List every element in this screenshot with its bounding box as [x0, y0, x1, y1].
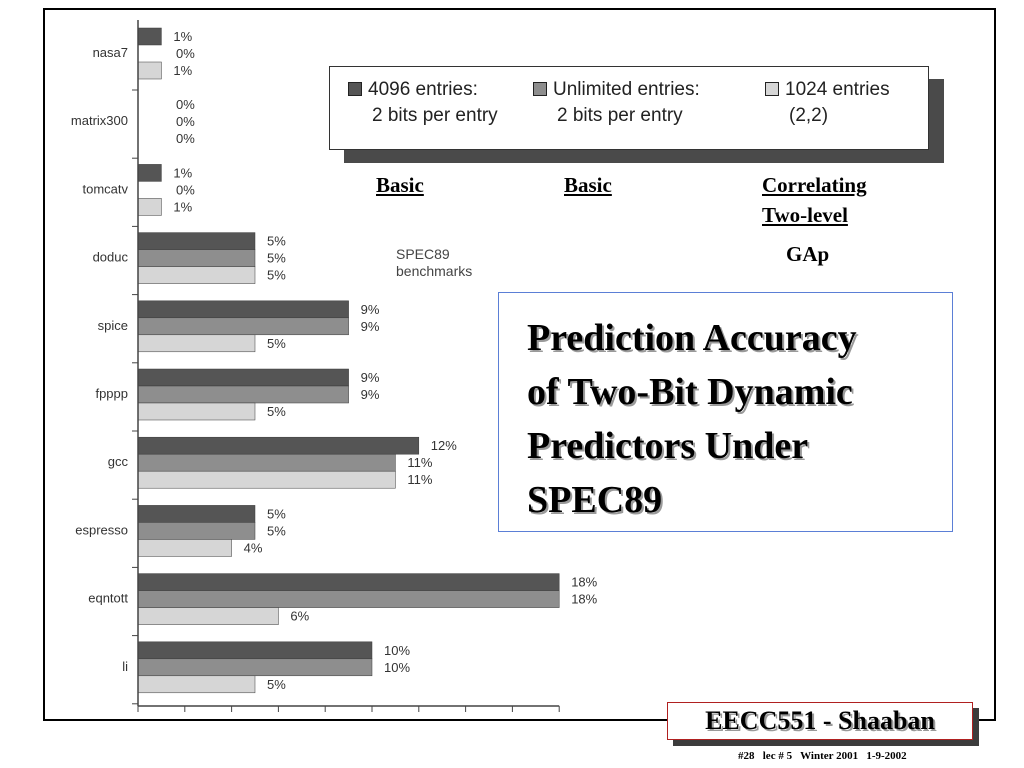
title-line3: Predictors Under [527, 425, 809, 467]
data-label: 5% [267, 523, 286, 538]
title-line4: SPEC89 [527, 479, 663, 521]
legend-swatch-mid [533, 82, 547, 96]
category-label: eqntott [88, 591, 128, 606]
title-box: Prediction Accuracy of Two-Bit Dynamic P… [498, 292, 953, 532]
bar [137, 385, 349, 404]
slide-title: Prediction Accuracy of Two-Bit Dynamic P… [527, 311, 937, 527]
legend-label-line2: 2 bits per entry [557, 105, 683, 126]
tag-two-level: Two-level [762, 203, 848, 227]
bar [137, 164, 162, 182]
bar [137, 334, 256, 353]
data-label: 0% [176, 46, 195, 61]
legend-swatch-dark [348, 82, 362, 96]
data-label: 0% [176, 97, 195, 112]
data-label: 1% [173, 29, 192, 44]
data-label: 0% [176, 114, 195, 129]
data-label: 1% [173, 165, 192, 180]
bar [137, 232, 256, 250]
category-label: li [122, 659, 128, 674]
category-label: tomcatv [82, 181, 128, 196]
bar [137, 539, 232, 557]
bar [137, 436, 420, 455]
bar [137, 61, 162, 80]
category-label: fpppp [95, 386, 128, 401]
bar [137, 658, 373, 677]
tag-basic-2: Basic [564, 173, 612, 197]
bar [137, 266, 256, 284]
bar [137, 317, 349, 336]
data-label: 5% [267, 506, 286, 521]
footer-text: #28 lec # 5 Winter 2001 1-9-2002 [738, 750, 907, 762]
data-label: 12% [431, 438, 457, 453]
data-label: 1% [173, 63, 192, 78]
data-label: 5% [267, 251, 286, 266]
data-label: 5% [267, 234, 286, 249]
bar [137, 522, 256, 540]
category-label: nasa7 [93, 45, 128, 60]
data-label: 10% [384, 660, 410, 675]
data-label: 6% [290, 609, 309, 624]
benchmarks-label-line2: benchmarks [396, 263, 473, 279]
benchmarks-label-line1: SPEC89 [396, 246, 450, 262]
data-label: 0% [176, 182, 195, 197]
tag-correlating: Correlating [762, 173, 867, 197]
legend-swatch-light [765, 82, 779, 96]
title-line2: of Two-Bit Dynamic [527, 371, 853, 413]
data-label: 18% [571, 592, 597, 607]
legend-label-line1: 1024 entries [785, 79, 890, 100]
data-label: 0% [176, 131, 195, 146]
bar [137, 300, 349, 319]
data-label: 9% [361, 387, 380, 402]
data-label: 9% [361, 319, 380, 334]
bar [137, 590, 560, 608]
legend-label-line1: 4096 entries: [368, 79, 478, 100]
bar [137, 505, 256, 523]
data-label: 18% [571, 575, 597, 590]
data-label: 5% [267, 677, 286, 692]
bar [137, 453, 396, 472]
course-label: EECC551 - Shaaban [667, 702, 973, 740]
slide-frame [43, 8, 996, 721]
legend-item-1024: 1024 entries (2,2) [765, 77, 890, 129]
tag-gap: GAp [786, 242, 830, 266]
legend-label-line2: 2 bits per entry [372, 105, 498, 126]
benchmarks-label: SPEC89 benchmarks [396, 246, 472, 280]
category-label: gcc [108, 454, 129, 469]
bar [137, 198, 162, 216]
data-label: 1% [173, 199, 192, 214]
legend-label-line2: (2,2) [789, 105, 829, 126]
legend-label-line1: Unlimited entries: [553, 79, 700, 100]
data-label: 9% [361, 302, 380, 317]
data-label: 9% [361, 370, 380, 385]
bar [137, 470, 396, 489]
data-label: 11% [407, 472, 432, 487]
tag-basic-1: Basic [376, 173, 424, 197]
bar [137, 249, 256, 267]
category-label: matrix300 [71, 113, 128, 128]
category-label: doduc [93, 250, 129, 265]
bar [137, 641, 373, 660]
legend: 4096 entries: 2 bits per entry Unlimited… [329, 66, 929, 150]
bar [137, 675, 256, 694]
bar [137, 368, 349, 387]
bar [137, 607, 279, 625]
data-label: 5% [267, 336, 286, 351]
bar [137, 573, 560, 591]
legend-item-unlimited: Unlimited entries: 2 bits per entry [533, 77, 700, 129]
category-label: spice [98, 318, 128, 333]
data-label: 11% [407, 455, 432, 470]
legend-item-4096: 4096 entries: 2 bits per entry [348, 77, 498, 129]
bar [137, 27, 162, 46]
title-line1: Prediction Accuracy [527, 317, 857, 359]
data-label: 10% [384, 643, 410, 658]
data-label: 5% [267, 268, 286, 283]
data-label: 4% [244, 540, 263, 555]
category-label: espresso [75, 522, 128, 537]
bar [137, 402, 256, 421]
data-label: 5% [267, 404, 286, 419]
